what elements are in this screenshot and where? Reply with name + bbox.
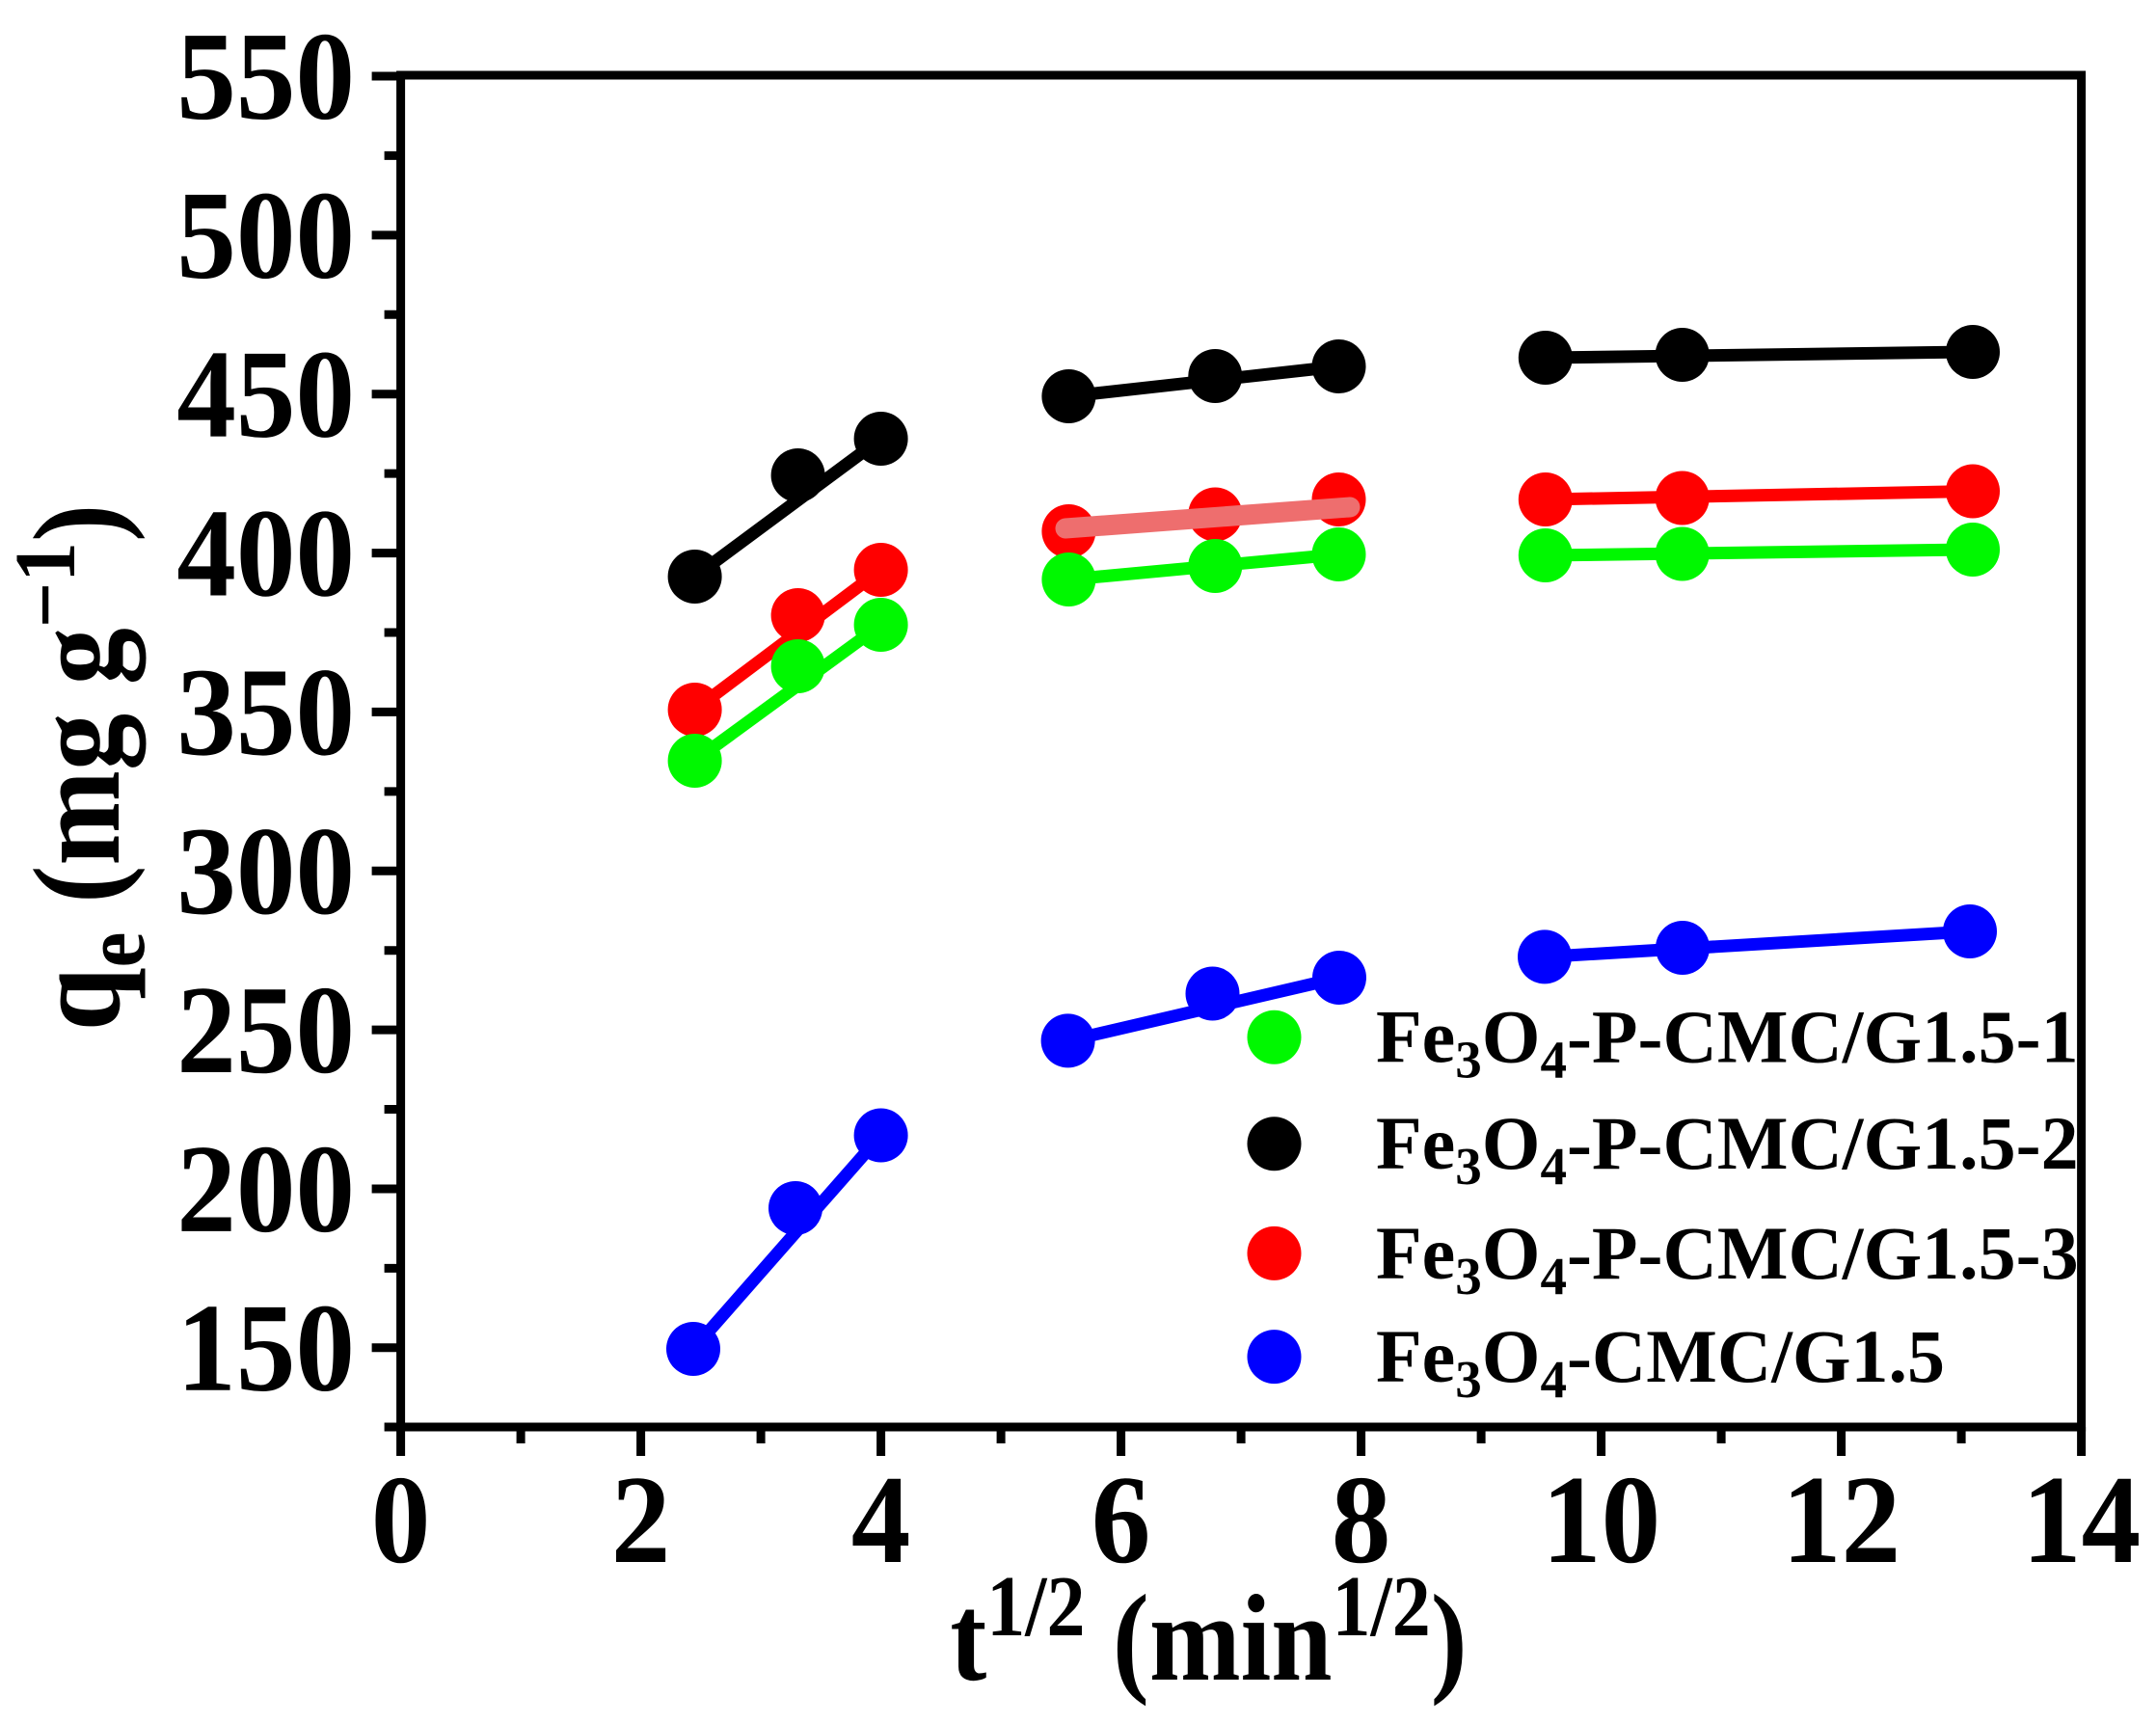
svg-text:12: 12 xyxy=(1782,1451,1900,1590)
svg-text:2: 2 xyxy=(611,1451,671,1590)
svg-text:Fe3O4-CMC/G1.5: Fe3O4-CMC/G1.5 xyxy=(1376,1314,1945,1409)
svg-text:350: 350 xyxy=(176,643,355,782)
svg-text:8: 8 xyxy=(1332,1451,1391,1590)
svg-text:250: 250 xyxy=(176,961,355,1100)
svg-text:Fe3O4-P-CMC/G1.5-3: Fe3O4-P-CMC/G1.5-3 xyxy=(1376,1211,2079,1306)
svg-text:400: 400 xyxy=(176,484,355,623)
svg-text:14: 14 xyxy=(2022,1451,2141,1590)
svg-text:10: 10 xyxy=(1542,1451,1660,1590)
svg-text:Fe3O4-P-CMC/G1.5-2: Fe3O4-P-CMC/G1.5-2 xyxy=(1376,1101,2079,1196)
svg-text:550: 550 xyxy=(176,7,355,146)
svg-text:6: 6 xyxy=(1091,1451,1151,1590)
svg-text:200: 200 xyxy=(176,1119,355,1258)
svg-text:300: 300 xyxy=(176,802,355,941)
svg-text:450: 450 xyxy=(176,325,355,464)
svg-text:4: 4 xyxy=(851,1451,911,1590)
svg-text:500: 500 xyxy=(176,166,355,305)
svg-text:150: 150 xyxy=(176,1279,355,1417)
svg-text:0: 0 xyxy=(371,1451,431,1590)
svg-text:Fe3O4-P-CMC/G1.5-1: Fe3O4-P-CMC/G1.5-1 xyxy=(1376,995,2079,1090)
